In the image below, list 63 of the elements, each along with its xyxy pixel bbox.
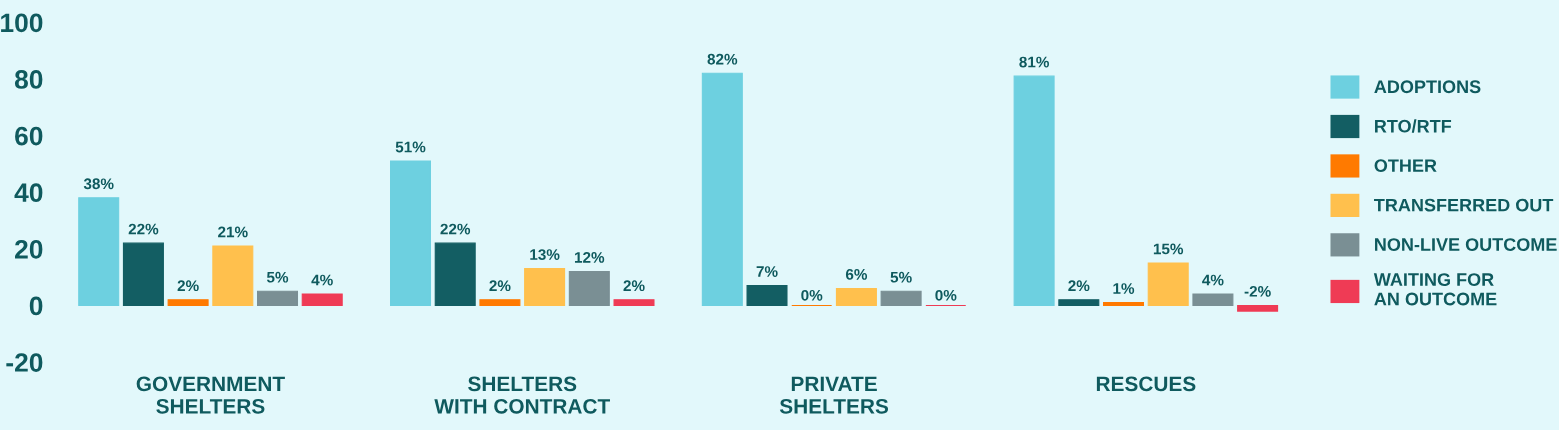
legend-label: RTO/RTF	[1375, 119, 1452, 133]
y-tick-label: 0	[29, 296, 43, 316]
bar	[701, 72, 743, 306]
data-label: 6%	[845, 268, 868, 280]
x-tick-label: GOVERNMENT SHELTERS	[136, 376, 285, 414]
data-label: 13%	[530, 249, 560, 260]
bar	[524, 268, 566, 306]
data-label: 2%	[623, 280, 645, 292]
legend-label: TRANSFERRED OUT	[1374, 198, 1554, 212]
data-label: 51%	[395, 141, 426, 153]
y-tick-label: 100	[1, 13, 43, 33]
bar	[1147, 262, 1189, 306]
x-tick-label: SHELTERS WITH CONTRACT	[434, 376, 610, 414]
bar	[434, 242, 476, 306]
data-label: 4%	[311, 274, 333, 286]
legend-label: OTHER	[1374, 159, 1437, 173]
y-tick-label: 40	[14, 183, 43, 203]
data-label: 21%	[218, 226, 248, 238]
data-label: 82%	[707, 53, 738, 65]
y-tick-label: 60	[15, 126, 43, 146]
bar	[78, 197, 120, 306]
bar	[746, 285, 788, 306]
data-label: 4%	[1202, 274, 1224, 286]
data-label: 7%	[756, 266, 778, 277]
bar	[1058, 299, 1100, 306]
bar	[301, 293, 343, 306]
bar	[257, 290, 299, 306]
bar	[122, 242, 164, 306]
data-label: 81%	[1019, 56, 1049, 68]
x-tick-label: PRIVATE SHELTERS	[779, 376, 889, 414]
bar	[1103, 302, 1145, 306]
legend-label: NON-LIVE OUTCOME	[1375, 238, 1557, 251]
data-label: 15%	[1153, 243, 1184, 255]
bar	[835, 287, 877, 306]
data-label: 0%	[935, 289, 957, 301]
bar	[1013, 75, 1055, 306]
data-label: 2%	[177, 280, 199, 292]
data-label: 0%	[801, 289, 823, 301]
bar	[568, 270, 610, 306]
data-label: 22%	[128, 223, 159, 235]
bar	[479, 299, 521, 306]
y-tick-label: -20	[6, 353, 43, 372]
x-tick-label: RESCUES	[1096, 376, 1196, 392]
legend-label: ADOPTIONS	[1374, 80, 1481, 94]
data-label: 22%	[440, 223, 471, 235]
bar	[1237, 304, 1279, 312]
bar	[167, 299, 209, 306]
bar	[880, 290, 922, 306]
y-tick-label: 80	[14, 70, 43, 89]
data-label: 5%	[890, 271, 912, 283]
bar	[613, 299, 655, 306]
y-tick-label: 20	[15, 239, 43, 259]
data-label: 5%	[266, 271, 289, 283]
bar	[212, 245, 254, 306]
data-label: 1%	[1113, 283, 1135, 294]
legend-label: WAITING FOR AN OUTCOME	[1373, 273, 1497, 306]
data-label: 2%	[489, 280, 511, 292]
data-label: 38%	[83, 178, 114, 190]
data-label: 12%	[574, 251, 605, 263]
data-label: 2%	[1068, 280, 1090, 292]
bar	[390, 160, 432, 306]
data-label: -2%	[1244, 285, 1271, 297]
bar	[1192, 293, 1234, 306]
